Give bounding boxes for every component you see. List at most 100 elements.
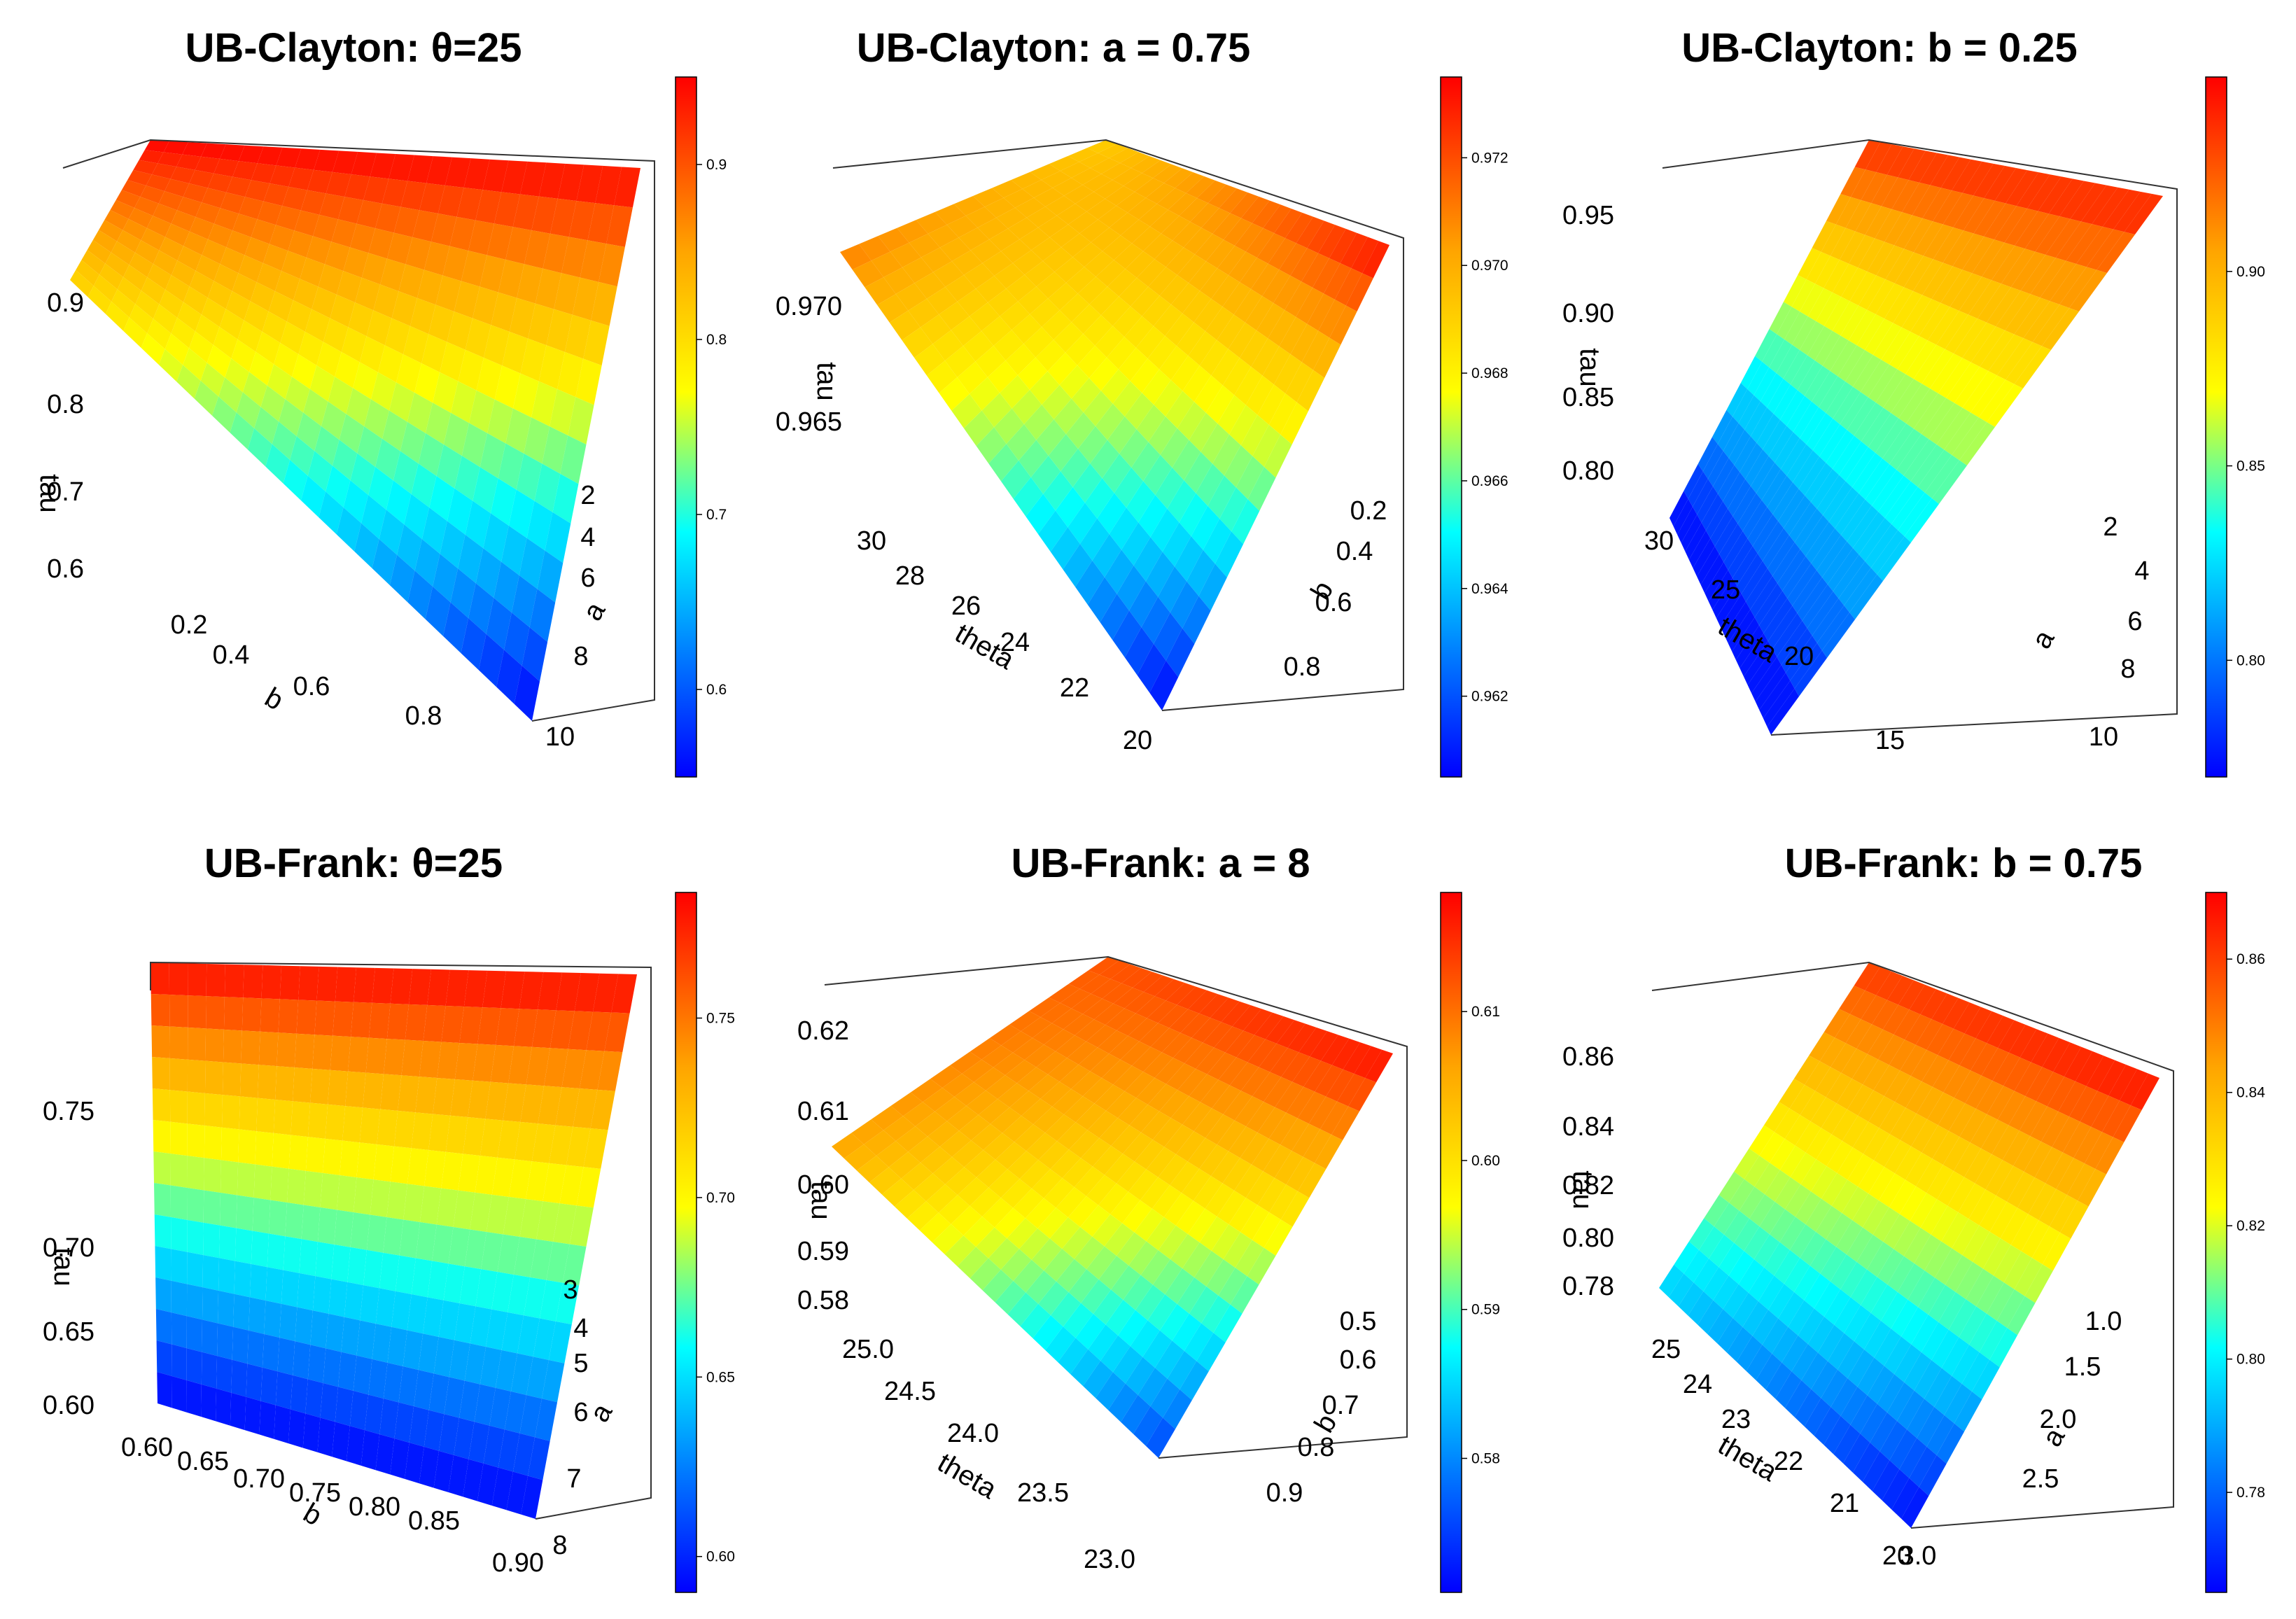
surface-facet <box>1023 405 1054 440</box>
surface-facet <box>225 358 250 393</box>
surface-facet <box>288 230 313 258</box>
surface-facet <box>1884 1336 1912 1375</box>
surface-facet <box>1804 1273 1830 1309</box>
surface-facet <box>1232 1005 1262 1031</box>
surface-facet <box>1861 1277 1888 1313</box>
surface-facet <box>335 351 360 388</box>
surface-facet <box>1807 591 1839 636</box>
surface-facet <box>202 239 227 265</box>
surface-facet <box>218 377 243 413</box>
surface-facet <box>282 186 307 211</box>
surface-facet <box>957 1247 988 1279</box>
surface-facet <box>277 1338 295 1375</box>
surface-facet <box>969 302 1000 331</box>
surface-facet <box>2092 187 2129 227</box>
surface-facet <box>1234 366 1263 405</box>
surface-facet <box>1086 140 1117 153</box>
surface-facet <box>587 203 615 244</box>
surface-facet <box>268 290 294 322</box>
colorbar-tick-label: 0.60 <box>706 1549 735 1565</box>
surface-facet <box>1764 1170 1791 1202</box>
surface-facet <box>1781 628 1812 673</box>
surface-facet <box>550 198 577 237</box>
surface-facet <box>1905 1152 1933 1186</box>
surface-facet <box>407 1148 429 1186</box>
surface-facet <box>982 1198 1014 1228</box>
surface-facet <box>1912 185 1941 218</box>
surface-facet <box>1933 190 1963 225</box>
surface-facet <box>920 1147 952 1174</box>
surface-facet <box>1921 349 1954 389</box>
surface-facet <box>1143 1052 1173 1078</box>
surface-facet <box>1117 1098 1148 1126</box>
surface-facet <box>1062 1226 1093 1259</box>
surface-facet <box>216 1356 232 1393</box>
surface-facet <box>514 665 540 721</box>
surface-facet <box>475 190 502 224</box>
surface-facet <box>1158 1225 1188 1260</box>
surface-facet <box>1079 518 1110 561</box>
surface-facet <box>328 1279 348 1317</box>
surface-facet <box>1003 188 1034 208</box>
x-tick-label: 0.4 <box>213 640 250 670</box>
y-tick-label: 4 <box>580 523 595 552</box>
surface-facet <box>387 1326 407 1367</box>
surface-facet <box>1860 359 1889 398</box>
surface-facet <box>2130 1073 2160 1110</box>
surface-facet <box>372 1324 392 1363</box>
surface-facet <box>951 393 982 428</box>
surface-facet <box>552 473 579 524</box>
surface-facet <box>351 151 377 177</box>
surface-facet <box>223 997 244 1031</box>
surface-facet <box>424 1410 444 1451</box>
surface-facet <box>528 303 554 346</box>
surface-facet <box>1018 440 1049 477</box>
surface-facet <box>1697 486 1718 523</box>
surface-facet <box>1303 1129 1332 1163</box>
surface-facet <box>1964 1148 1992 1184</box>
surface-facet <box>958 227 990 251</box>
surface-facet <box>1104 1154 1135 1184</box>
surface-facet <box>260 385 286 422</box>
surface-facet <box>221 1095 240 1130</box>
surface-facet <box>916 211 947 234</box>
surface-facet <box>1756 413 1780 450</box>
x-tick-label: 0.75 <box>289 1478 341 1508</box>
surface-facet <box>1860 1403 1887 1443</box>
surface-facet <box>2045 218 2082 258</box>
surface-facet <box>1145 552 1175 597</box>
surface-facet <box>1180 1361 1209 1401</box>
surface-facet <box>1205 1114 1235 1145</box>
surface-facet <box>1259 1043 1288 1072</box>
surface-facet <box>1734 1218 1760 1252</box>
surface-facet <box>357 426 383 468</box>
surface-facet <box>346 388 372 427</box>
surface-facet <box>1114 467 1144 508</box>
surface-facet <box>927 225 959 248</box>
x-tick-label: 20 <box>1123 726 1152 755</box>
surface-facet <box>1712 409 1733 444</box>
surface-facet <box>1163 1193 1194 1226</box>
surface-facet <box>88 286 112 314</box>
surface-facet <box>1924 455 1960 498</box>
surface-facet <box>1732 1292 1758 1327</box>
surface-facet <box>1049 1217 1081 1249</box>
surface-facet <box>139 150 164 164</box>
surface-facet <box>218 1258 235 1294</box>
surface-facet <box>1200 423 1229 464</box>
surface-facet <box>1728 609 1755 652</box>
panel-2: UB-Clayton: a = 0.750.9700.9653028262422… <box>776 25 1508 778</box>
surface-facet <box>388 154 414 181</box>
surface-facet <box>1870 1284 1898 1321</box>
y-tick-label: 10 <box>545 722 575 752</box>
surface-facet <box>1874 1329 1901 1366</box>
surface-facet <box>303 1170 323 1207</box>
surface-facet <box>1158 566 1187 613</box>
surface-facet <box>1805 1128 1832 1160</box>
axis-box <box>1651 961 2174 1529</box>
surface-facet <box>1856 314 1884 351</box>
surface-facet <box>336 507 362 552</box>
surface-facet <box>117 276 141 304</box>
surface-facet <box>1252 1072 1282 1102</box>
surface-facet <box>1252 424 1281 468</box>
